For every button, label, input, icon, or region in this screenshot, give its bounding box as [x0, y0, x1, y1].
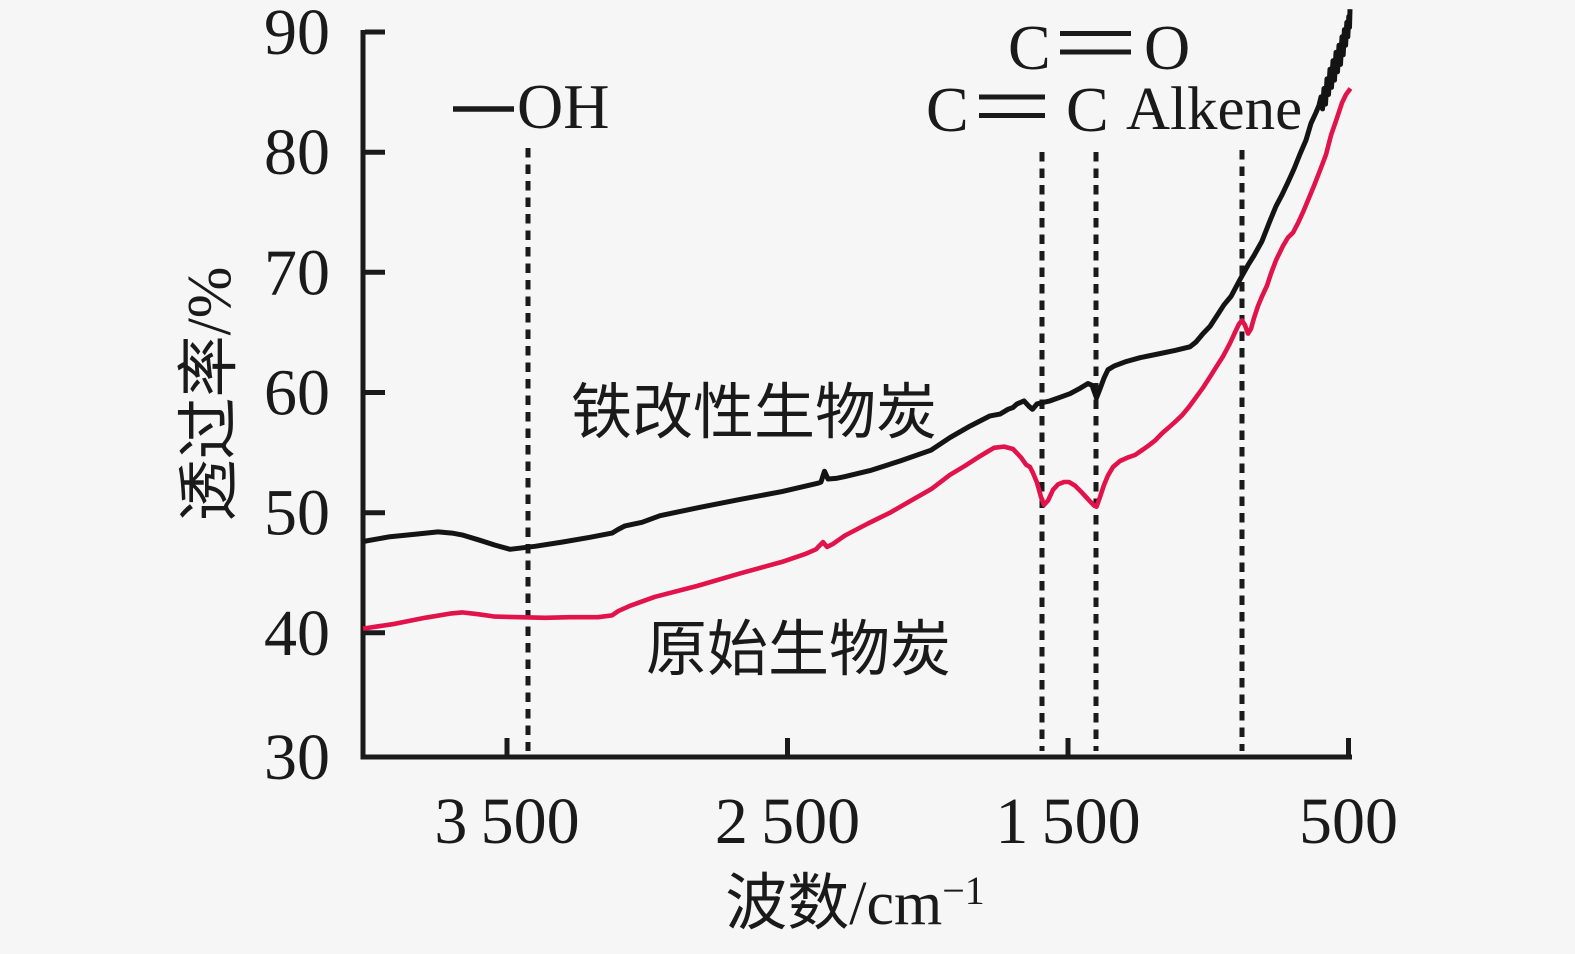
- svg-text:透过率/%: 透过率/%: [176, 267, 244, 522]
- svg-text:C: C: [926, 74, 969, 145]
- svg-text:原始生物炭: 原始生物炭: [646, 617, 951, 684]
- svg-text:C: C: [1008, 12, 1051, 83]
- svg-text:70: 70: [264, 236, 330, 309]
- svg-text:60: 60: [264, 357, 330, 430]
- svg-text:3 500: 3 500: [434, 785, 579, 858]
- svg-text:40: 40: [264, 597, 330, 670]
- svg-text:铁改性生物炭: 铁改性生物炭: [571, 380, 937, 447]
- svg-text:90: 90: [264, 0, 330, 69]
- svg-text:2 500: 2 500: [715, 785, 860, 858]
- svg-text:O: O: [1144, 12, 1190, 83]
- svg-text:30: 30: [264, 721, 330, 794]
- svg-text:波数/cm−1: 波数/cm−1: [725, 868, 985, 938]
- svg-text:C: C: [1066, 74, 1109, 145]
- svg-text:1 500: 1 500: [995, 785, 1140, 858]
- svg-text:500: 500: [1299, 785, 1398, 858]
- svg-text:80: 80: [264, 116, 330, 189]
- svg-text:OH: OH: [517, 71, 609, 142]
- svg-text:50: 50: [264, 477, 330, 550]
- svg-text:Alkene: Alkene: [1126, 76, 1302, 143]
